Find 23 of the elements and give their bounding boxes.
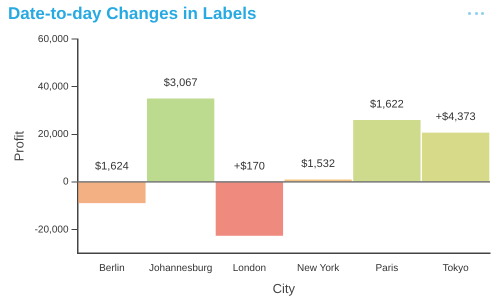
annotation: +$4,373: [436, 111, 476, 124]
bar: [216, 182, 284, 236]
x-axis-title: City: [272, 280, 296, 296]
y-tick-label: -20,000: [34, 224, 69, 236]
x-tick-label: London: [232, 263, 266, 274]
annotation: $1,622: [370, 98, 404, 111]
chart-title: Date-to-day Changes in Labels: [8, 4, 256, 24]
x-tick-label: Berlin: [99, 263, 125, 274]
annotation: $1,624: [95, 160, 129, 172]
bar: [78, 182, 146, 204]
y-tick-label: 60,000: [38, 34, 69, 45]
y-axis-title: Profit: [11, 130, 26, 162]
annotation: $1,532: [301, 158, 335, 170]
y-tick-label: 40,000: [38, 81, 69, 92]
bar: [146, 98, 214, 182]
x-tick-label: Johannesburg: [148, 263, 212, 274]
x-tick-label: Tokyo: [442, 263, 470, 274]
y-tick-label: 0: [62, 176, 69, 188]
x-tick-label: Paris: [375, 263, 398, 274]
annotation: $3,067: [164, 77, 198, 90]
x-tick-label: New York: [297, 263, 340, 274]
annotation: +$170: [234, 160, 265, 172]
y-tick-label: 20,000: [38, 129, 69, 140]
